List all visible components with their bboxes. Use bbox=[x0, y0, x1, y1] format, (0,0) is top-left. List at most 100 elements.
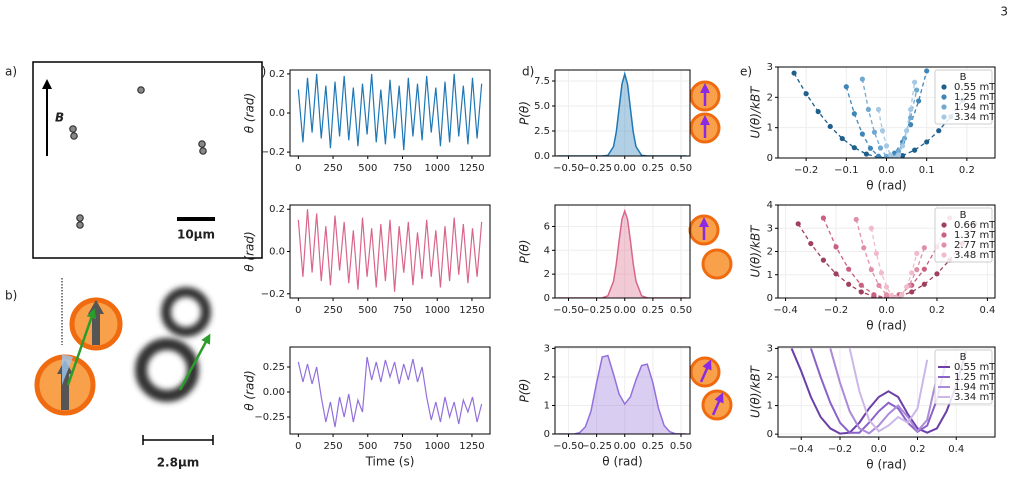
data-point bbox=[895, 152, 902, 158]
plot-frame bbox=[554, 204, 691, 299]
y-tick-label: 1 bbox=[767, 401, 773, 412]
plot-frame bbox=[554, 346, 691, 435]
fit-line bbox=[870, 228, 918, 298]
data-point bbox=[891, 155, 898, 158]
y-axis-label: U(θ)/kBT bbox=[749, 85, 763, 139]
plot-area bbox=[795, 215, 978, 298]
data-point bbox=[916, 98, 922, 104]
data-point bbox=[914, 87, 920, 93]
x-tick-label: −0.4 bbox=[789, 444, 813, 455]
y-tick-label: 3 bbox=[767, 62, 773, 73]
x-tick-label: 0.25 bbox=[642, 163, 664, 174]
x-tick-label: 0.4 bbox=[979, 305, 995, 316]
x-tick-label: −0.1 bbox=[834, 165, 858, 176]
legend-label: 1.25 mT bbox=[954, 92, 996, 103]
x-tick-label: 1250 bbox=[459, 163, 484, 174]
y-tick-label: 0.25 bbox=[263, 362, 285, 373]
legend-box bbox=[934, 69, 993, 125]
data-point bbox=[899, 143, 906, 149]
inset-arrows bbox=[699, 83, 724, 416]
x-tick-label: 0.00 bbox=[614, 163, 636, 174]
x-tick-label: 500 bbox=[358, 305, 377, 316]
y-tick-label: 2.5 bbox=[534, 126, 550, 137]
area-fill bbox=[557, 355, 687, 434]
legend-label: 1.25 mT bbox=[954, 372, 996, 383]
data-point bbox=[820, 257, 827, 263]
data-point bbox=[912, 79, 918, 85]
y-tick-label: 3 bbox=[767, 343, 773, 354]
x-tick-label: 1000 bbox=[424, 305, 449, 316]
y-axis-label: θ (rad) bbox=[243, 370, 257, 410]
trace bbox=[848, 348, 929, 433]
trace bbox=[297, 209, 483, 292]
fit-line bbox=[822, 217, 951, 298]
x-tick-label: −0.2 bbox=[794, 165, 818, 176]
plot-area bbox=[297, 209, 483, 292]
data-point bbox=[833, 244, 839, 250]
x-tick-label: 0.25 bbox=[642, 441, 664, 452]
x-tick-label: 500 bbox=[358, 163, 377, 174]
x-axis-label: θ (rad) bbox=[866, 458, 906, 472]
axis-arrow bbox=[66, 308, 97, 386]
y-axis-label: U(θ)/kBT bbox=[749, 224, 763, 278]
data-point bbox=[858, 289, 864, 295]
legend-label: 1.94 mT bbox=[954, 102, 996, 113]
scale-bar bbox=[142, 435, 214, 445]
y-tick-label: 0 bbox=[767, 429, 773, 440]
data-point bbox=[859, 131, 865, 137]
x-tick-label: 1250 bbox=[459, 441, 484, 452]
data-point bbox=[883, 284, 890, 290]
x-tick-label: 0.4 bbox=[948, 444, 964, 455]
data-point bbox=[936, 128, 942, 134]
y-tick-label: 7.5 bbox=[534, 76, 550, 87]
y-tick-label: −0.25 bbox=[254, 412, 285, 423]
y-tick-label: 0.0 bbox=[269, 108, 285, 119]
data-point bbox=[934, 271, 940, 277]
data-point bbox=[868, 225, 874, 231]
trace bbox=[297, 73, 483, 151]
x-tick-label: −0.25 bbox=[581, 305, 612, 316]
y-tick-label: 0.2 bbox=[269, 69, 285, 80]
x-tick-label: −0.50 bbox=[553, 163, 584, 174]
data-point bbox=[879, 128, 886, 134]
legend-swatch bbox=[941, 84, 947, 90]
trace bbox=[829, 348, 938, 435]
legend-title: B bbox=[960, 352, 967, 363]
y-tick-label: 0 bbox=[767, 293, 773, 304]
plot-area bbox=[790, 348, 967, 435]
y-tick-label: 2 bbox=[767, 372, 773, 383]
density-line bbox=[557, 354, 687, 434]
x-tick-label: −0.50 bbox=[553, 305, 584, 316]
particles bbox=[69, 86, 207, 229]
data-point bbox=[875, 106, 882, 113]
x-tick-label: 0 bbox=[295, 163, 301, 174]
data-point bbox=[909, 289, 915, 295]
x-tick-label: 0.50 bbox=[670, 163, 692, 174]
data-point bbox=[924, 68, 930, 74]
data-point bbox=[904, 284, 910, 290]
panel-label: b) bbox=[5, 289, 17, 303]
plot-area bbox=[557, 71, 687, 156]
particle-image bbox=[135, 338, 199, 402]
x-tick-label: 1250 bbox=[459, 305, 484, 316]
fit-line bbox=[877, 82, 916, 158]
data-point bbox=[795, 221, 801, 227]
plot-frame bbox=[554, 69, 691, 157]
charts: 0 250 500 750 1000 1250−0.20.00.2θ (rad)0 250 5… bbox=[243, 62, 997, 472]
x-axis-label: θ (rad) bbox=[602, 455, 642, 469]
x-tick-label: 0 bbox=[295, 441, 301, 452]
legend-box bbox=[934, 207, 993, 263]
plot-frame bbox=[289, 69, 491, 157]
data-point bbox=[883, 292, 890, 298]
data-point bbox=[871, 129, 878, 135]
panel-label: d) bbox=[522, 65, 534, 79]
data-point bbox=[921, 281, 927, 287]
x-tick-label: 0.00 bbox=[614, 305, 636, 316]
y-tick-label: −0.2 bbox=[261, 289, 285, 300]
data-point bbox=[861, 245, 867, 251]
legend-swatch bbox=[941, 114, 947, 120]
x-tick-label: −0.25 bbox=[581, 163, 612, 174]
plot-frame bbox=[289, 204, 491, 299]
data-point bbox=[875, 153, 882, 158]
panel-label: a) bbox=[5, 65, 17, 79]
